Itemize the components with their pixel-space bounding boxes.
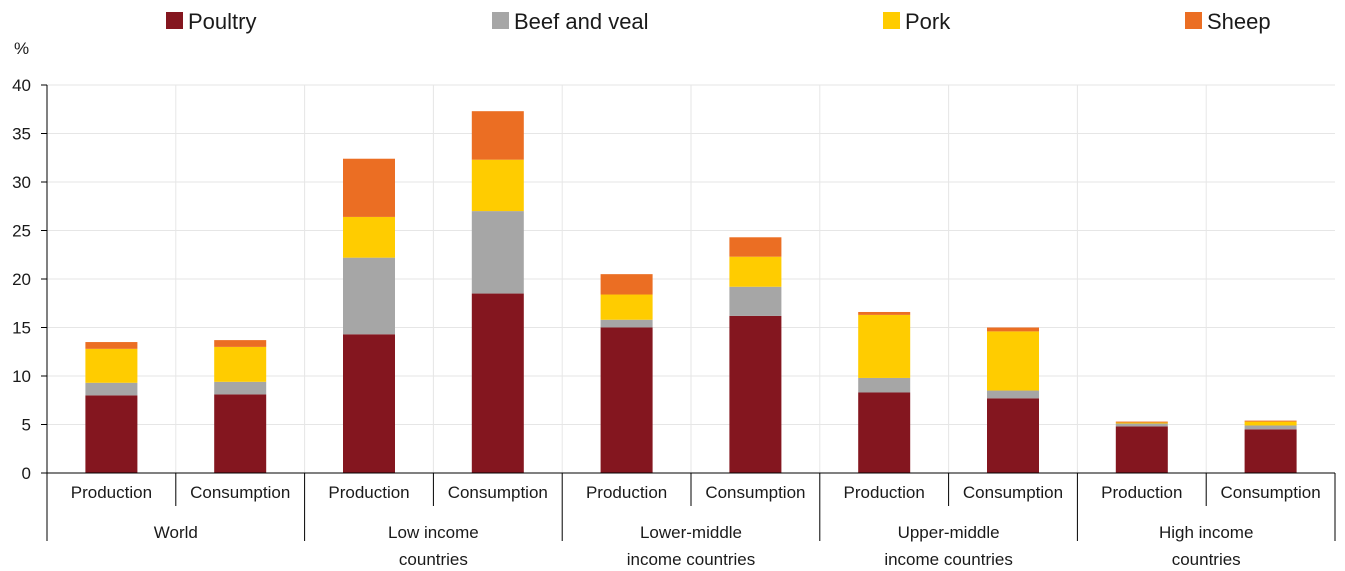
bar-beef-and-veal-3 — [471, 211, 524, 294]
y-axis-ticks: 0 5 10 15 20 25 30 35 40 — [12, 76, 47, 483]
legend-swatch-0 — [166, 12, 183, 29]
category-label-9: Consumption — [1221, 483, 1321, 502]
y-tick-label-20: 20 — [12, 270, 31, 289]
gridlines — [47, 84, 1335, 473]
y-tick-label-10: 10 — [12, 367, 31, 386]
bar-beef-and-veal-0 — [85, 382, 138, 396]
bar-beef-and-veal-8 — [1115, 423, 1168, 427]
y-axis-label: % — [14, 39, 29, 58]
y-tick-label-5: 5 — [22, 416, 31, 435]
bar-beef-and-veal-9 — [1244, 425, 1297, 430]
bar-beef-and-veal-5 — [729, 286, 782, 316]
y-tick-label-0: 0 — [22, 464, 31, 483]
bar-poultry-0 — [85, 395, 138, 473]
group-label-4-line-0: High income — [1159, 523, 1254, 542]
bar-sheep-0 — [85, 342, 138, 349]
legend-label-3: Sheep — [1207, 9, 1271, 34]
bar-poultry-7 — [987, 398, 1039, 473]
bar-poultry-8 — [1115, 426, 1168, 473]
y-tick-label-35: 35 — [12, 125, 31, 144]
bar-pork-0 — [85, 348, 138, 383]
category-label-7: Consumption — [963, 483, 1063, 502]
legend-label-2: Pork — [905, 9, 951, 34]
y-tick-label-30: 30 — [12, 173, 31, 192]
legend-swatch-2 — [883, 12, 900, 29]
bar-poultry-9 — [1244, 429, 1297, 473]
bar-pork-7 — [987, 331, 1039, 391]
bars — [85, 111, 1297, 473]
group-label-2-line-1: income countries — [627, 550, 756, 569]
group-label-2-line-0: Lower-middle — [640, 523, 742, 542]
category-label-0: Production — [71, 483, 152, 502]
bar-pork-4 — [600, 294, 653, 320]
bar-sheep-8 — [1115, 421, 1168, 423]
bar-sheep-5 — [729, 237, 782, 257]
legend-swatch-1 — [492, 12, 509, 29]
group-label-1-line-1: countries — [399, 550, 468, 569]
x-axis: Production Consumption World Production Cons… — [46, 85, 1336, 569]
legend-label-0: Poultry — [188, 9, 256, 34]
category-label-1: Consumption — [190, 483, 290, 502]
group-label-1-line-0: Low income — [388, 523, 479, 542]
bar-sheep-3 — [471, 111, 524, 160]
bar-sheep-2 — [343, 158, 395, 217]
y-tick-label-15: 15 — [12, 319, 31, 338]
category-label-8: Production — [1101, 483, 1182, 502]
y-tick-label-40: 40 — [12, 76, 31, 95]
legend: Poultry Beef and veal Pork Sheep — [166, 9, 1271, 34]
legend-swatch-3 — [1185, 12, 1202, 29]
bar-beef-and-veal-7 — [987, 390, 1039, 399]
bar-poultry-2 — [343, 334, 395, 473]
category-label-6: Production — [844, 483, 925, 502]
category-label-3: Consumption — [448, 483, 548, 502]
group-label-4-line-1: countries — [1172, 550, 1241, 569]
y-tick-label-25: 25 — [12, 222, 31, 241]
group-label-0-line-0: World — [154, 523, 198, 542]
bar-pork-5 — [729, 256, 782, 287]
bar-pork-8 — [1115, 422, 1168, 424]
group-label-3-line-1: income countries — [884, 550, 1013, 569]
bar-pork-9 — [1244, 421, 1297, 426]
bar-sheep-7 — [987, 327, 1039, 332]
bar-poultry-5 — [729, 315, 782, 473]
legend-label-1: Beef and veal — [514, 9, 649, 34]
bar-beef-and-veal-4 — [600, 319, 653, 328]
bar-pork-6 — [858, 314, 911, 378]
bar-poultry-1 — [214, 394, 267, 473]
group-label-3-line-0: Upper-middle — [898, 523, 1000, 542]
bar-beef-and-veal-6 — [858, 377, 911, 393]
category-label-2: Production — [328, 483, 409, 502]
bar-sheep-1 — [214, 340, 267, 347]
bar-pork-3 — [471, 159, 524, 212]
category-label-5: Consumption — [705, 483, 805, 502]
bar-beef-and-veal-1 — [214, 381, 267, 395]
bar-sheep-9 — [1244, 420, 1297, 422]
bar-poultry-6 — [858, 392, 911, 473]
bar-beef-and-veal-2 — [343, 257, 395, 335]
category-label-4: Production — [586, 483, 667, 502]
bar-poultry-4 — [600, 327, 653, 473]
bar-sheep-4 — [600, 274, 653, 295]
bar-sheep-6 — [858, 311, 911, 315]
bar-pork-2 — [343, 216, 395, 258]
bar-pork-1 — [214, 346, 267, 382]
bar-poultry-3 — [471, 293, 524, 473]
